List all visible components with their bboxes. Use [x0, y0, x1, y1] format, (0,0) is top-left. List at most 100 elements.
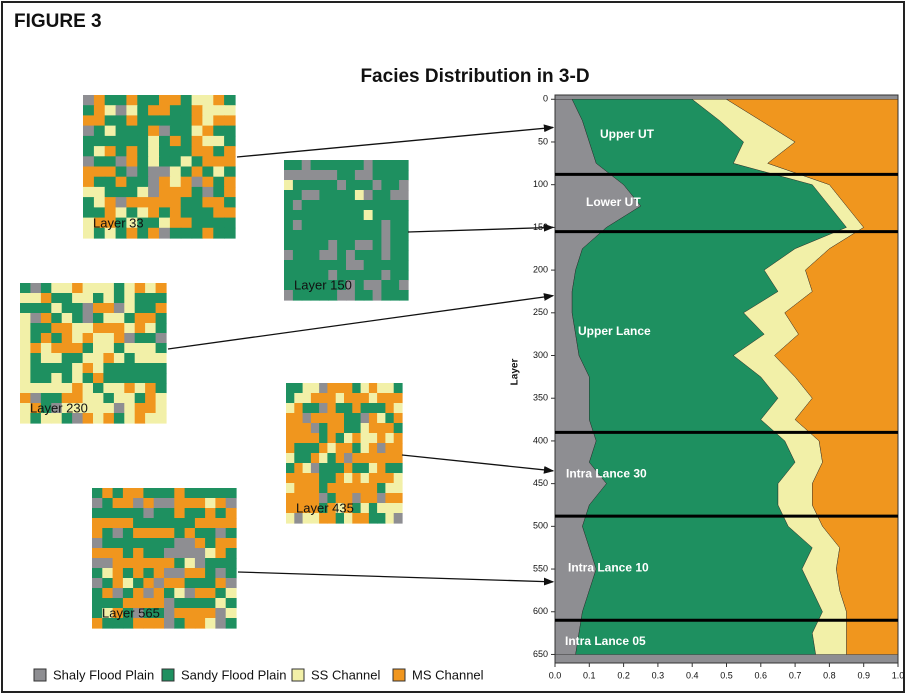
map-cell: [202, 146, 214, 157]
map-cell: [352, 453, 362, 464]
x-tick-label: 0.1: [583, 670, 596, 680]
map-cell: [224, 146, 236, 157]
map-cell: [92, 508, 103, 519]
map-cell: [159, 186, 171, 198]
map-label: Layer 230: [30, 400, 88, 415]
map-cell: [213, 197, 225, 208]
map-cell: [143, 538, 155, 549]
map-cell: [102, 568, 114, 579]
map-cell: [337, 250, 347, 261]
map-cell: [93, 115, 106, 127]
map-cell: [224, 186, 236, 198]
map-cell: [294, 383, 304, 394]
legend-label: Shaly Flood Plain: [53, 667, 154, 682]
map-cell: [153, 488, 165, 499]
map-cell: [224, 115, 236, 127]
map-cell: [191, 166, 204, 178]
map-cell: [302, 403, 312, 414]
map-cell: [191, 176, 204, 188]
map-cell: [354, 160, 365, 171]
map-cell: [61, 363, 73, 374]
y-tick-label: 150: [533, 222, 548, 232]
map-cell: [202, 135, 214, 147]
map-cell: [133, 488, 144, 499]
map-cell: [113, 323, 125, 334]
map-cell: [385, 443, 395, 454]
map-cell: [72, 383, 84, 394]
map-cell: [180, 207, 193, 219]
map-cell: [83, 207, 95, 219]
map-cell: [134, 343, 146, 354]
map-cell: [93, 176, 106, 188]
map-cell: [194, 528, 206, 539]
map-cell: [143, 618, 155, 629]
map-cell: [335, 443, 345, 454]
map-cell: [126, 135, 138, 147]
map-cell: [82, 353, 94, 364]
map-cell: [225, 538, 237, 549]
map-cell: [202, 95, 214, 106]
map-cell: [328, 170, 338, 181]
map-cell: [143, 558, 155, 569]
map-cell: [286, 443, 295, 454]
map-cell: [310, 180, 321, 191]
map-cell: [191, 217, 204, 229]
map-cell: [137, 217, 149, 229]
map-cell: [103, 403, 115, 414]
map-cell: [164, 538, 175, 549]
map-cell: [385, 403, 395, 414]
map-cell: [124, 393, 136, 404]
map-cell: [310, 220, 321, 231]
map-cell: [337, 230, 347, 241]
map-cell: [102, 528, 114, 539]
map-cell: [115, 207, 128, 219]
map-arrow: [167, 293, 555, 350]
map-cell: [284, 200, 294, 211]
map-cell: [354, 220, 365, 231]
map-cell: [294, 453, 304, 464]
map-cell: [310, 493, 320, 504]
map-cell: [372, 180, 383, 191]
map-cell: [112, 498, 124, 509]
map-cell: [137, 166, 149, 178]
map-cell: [126, 207, 138, 219]
map-cell: [145, 353, 157, 364]
map-cell: [372, 240, 383, 251]
map-cell: [112, 568, 124, 579]
map-cell: [155, 393, 167, 404]
map-cell: [302, 473, 312, 484]
map-cell: [225, 588, 237, 599]
map-cell: [148, 115, 160, 127]
map-cell: [202, 115, 214, 127]
map-cell: [102, 498, 114, 509]
map-cell: [284, 190, 294, 201]
map-cell: [148, 227, 160, 239]
map-cell: [113, 413, 125, 424]
map-cell: [164, 618, 175, 629]
map-cell: [93, 313, 104, 324]
map-cell: [205, 618, 216, 629]
map-cell: [104, 146, 117, 157]
map-cell: [174, 608, 186, 619]
map-cell: [169, 125, 182, 137]
map-cell: [82, 373, 94, 384]
map-cell: [164, 588, 175, 599]
map-cell: [319, 453, 328, 464]
map-cell: [310, 170, 321, 181]
map-cell: [399, 280, 409, 291]
map-thumbnail: [284, 160, 409, 301]
map-cell: [180, 105, 193, 116]
map-cell: [346, 220, 356, 231]
map-cell: [360, 393, 370, 404]
map-cell: [224, 207, 236, 219]
map-cell: [93, 293, 104, 304]
map-cell: [328, 190, 338, 201]
map-cell: [385, 493, 395, 504]
map-cell: [292, 240, 303, 251]
map-cell: [30, 413, 42, 424]
map-cell: [61, 343, 73, 354]
map-cell: [83, 176, 95, 188]
map-cell: [174, 508, 186, 519]
map-cell: [61, 323, 73, 334]
map-cell: [363, 170, 374, 181]
